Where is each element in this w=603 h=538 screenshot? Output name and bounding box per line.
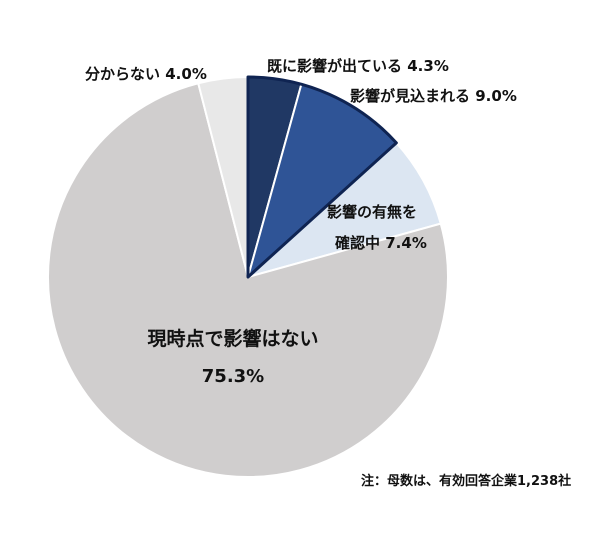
label-checking-line1: 影響の有無を bbox=[327, 203, 417, 221]
label-already-affected: 既に影響が出ている 4.3% bbox=[267, 57, 449, 75]
label-expected-affected: 影響が見込まれる 9.0% bbox=[350, 87, 517, 105]
highlight-outline-path bbox=[246, 75, 398, 279]
sample-size-note: 注：母数は、有効回答企業1,238社 bbox=[361, 474, 572, 489]
pie-slices bbox=[47, 75, 449, 478]
label-no-impact: 現時点で影響はない bbox=[147, 327, 318, 350]
label-no-impact-value: 75.3% bbox=[202, 366, 264, 387]
pie-slice-3 bbox=[47, 82, 449, 478]
label-unknown: 分からない 4.0% bbox=[85, 65, 207, 83]
label-checking-line2: 確認中 7.4% bbox=[334, 234, 427, 252]
highlight-outline bbox=[246, 75, 398, 279]
